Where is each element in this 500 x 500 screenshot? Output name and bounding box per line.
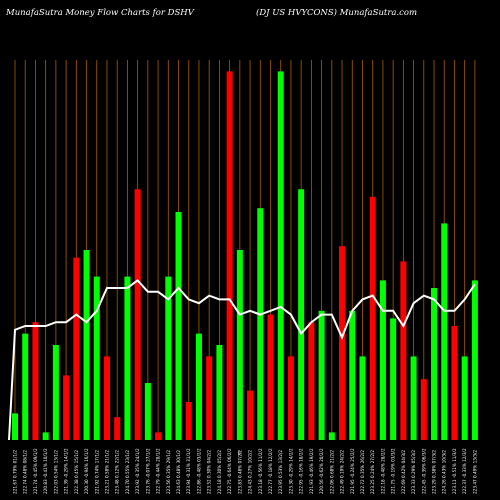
x-tick-label-41: 223.29 0.38% 07/3/2 (432, 450, 437, 494)
x-tick-label-42: 224.26 0.43% 10/3/2 (442, 450, 447, 494)
x-axis-labels: 221.67 0.79% 01/1/2 222.74 0.48% 08/1/2 22… (13, 448, 478, 494)
bar-1 (22, 333, 29, 440)
bar-15 (165, 276, 172, 440)
x-tick-label-23: 224.43 0.27% 10/2/2 (248, 450, 253, 494)
x-tick-label-12: 223.92 -0.35% 24/1/2 (135, 448, 140, 494)
bar-38 (400, 261, 407, 440)
x-tick-label-29: 221.93 -0.46% 19/2/2 (309, 448, 314, 494)
x-tick-label-21: 222.75 -0.64% 06/2/2 (227, 448, 232, 494)
x-tick-label-14: 222.79 -0.44% 28/1/2 (156, 448, 161, 494)
x-tick-label-31: 222.06 0.68% 21/2/2 (329, 450, 334, 494)
bar-8 (93, 276, 100, 440)
bar-21 (226, 71, 233, 441)
bar-16 (175, 212, 182, 440)
x-tick-label-43: 223.11 -0.51% 11/3/2 (452, 448, 457, 494)
x-tick-label-26: 223.95 0.53% 13/2/2 (278, 450, 283, 494)
chart-title: MunafaSutra Money Flow Charts for DSHV (6, 8, 194, 18)
x-tick-label-37: 221.75 -0.19% 03/3/2 (391, 448, 396, 494)
x-tick-label-4: 222.03 0.54% 13/1/2 (53, 450, 58, 494)
bar-34 (359, 356, 366, 440)
bar-22 (236, 250, 243, 440)
bar-28 (298, 189, 305, 440)
bar-5 (63, 375, 70, 440)
x-tick-label-36: 222.18 -0.48% 28/2/2 (380, 448, 385, 494)
x-tick-label-11: 224.70 0.55% 23/1/2 (125, 450, 130, 494)
bar-18 (195, 333, 202, 440)
x-tick-label-35: 223.25 0.24% 27/2/2 (370, 450, 375, 494)
bar-27 (287, 356, 294, 440)
x-tick-label-22: 223.83 0.48% 07/2/2 (237, 450, 242, 494)
x-tick-label-30: 220.56 -0.62% 20/2/2 (319, 448, 324, 494)
bar-40 (420, 379, 427, 440)
x-tick-label-32: 222.49 0.19% 24/2/2 (340, 450, 345, 494)
x-tick-label-44: 222.37 -0.33% 12/3/2 (462, 448, 467, 494)
bar-7 (83, 250, 90, 440)
bar-14 (155, 432, 162, 440)
x-tick-label-9: 223.21 0.58% 21/1/2 (104, 450, 109, 494)
price-line (8, 279, 476, 441)
x-tick-label-6: 222.38 0.45% 15/1/2 (74, 450, 79, 494)
bar-4 (52, 345, 59, 440)
x-tick-label-7: 220.30 -0.94% 16/1/2 (84, 448, 89, 494)
bar-36 (379, 280, 386, 440)
mid-label: 0 (238, 451, 241, 456)
x-tick-label-19: 223.52 0.30% 04/2/2 (207, 450, 212, 494)
bar-31 (328, 432, 335, 440)
bar-0 (12, 413, 18, 440)
x-tick-label-45: 223.47 0.49% 13/3/2 (472, 450, 477, 494)
bar-3 (42, 432, 49, 440)
bar-6 (73, 257, 80, 440)
x-tick-label-0: 221.67 0.79% 01/1/2 (13, 450, 18, 494)
bar-37 (390, 318, 397, 440)
x-tick-label-2: 221.74 -0.45% 09/1/2 (33, 448, 38, 494)
x-tick-label-13: 223.76 -0.07% 27/1/2 (145, 448, 150, 494)
x-tick-label-16: 224.63 0.48% 30/1/2 (176, 450, 181, 494)
bar-17 (185, 402, 192, 440)
bar-45 (471, 280, 478, 440)
bar-9 (103, 356, 110, 440)
bar-44 (461, 356, 468, 440)
bar-19 (206, 356, 213, 440)
bar-26 (277, 71, 284, 441)
bar-32 (339, 246, 346, 440)
x-tick-label-8: 221.92 0.74% 17/1/2 (94, 450, 99, 494)
chart-subtitle: (DJ US HVYCONS) MunafaSutra.com (256, 8, 418, 18)
bar-42 (441, 223, 448, 440)
bar-20 (216, 345, 223, 440)
x-tick-label-18: 222.86 -0.48% 03/2/2 (196, 448, 201, 494)
x-tick-label-17: 223.94 -0.31% 31/1/2 (186, 448, 191, 494)
bar-41 (431, 288, 438, 440)
bar-13 (144, 383, 151, 440)
bar-35 (369, 196, 376, 440)
bar-2 (32, 322, 39, 440)
bar-30 (318, 310, 325, 440)
x-tick-label-24: 223.18 -0.56% 11/2/2 (258, 448, 263, 494)
x-tick-label-33: 221.95 -0.24% 25/2/2 (350, 448, 355, 494)
bar-11 (124, 276, 131, 440)
x-tick-label-25: 222.77 -0.18% 12/2/2 (268, 448, 273, 494)
x-tick-label-1: 222.74 0.48% 08/1/2 (23, 450, 28, 494)
bar-29 (308, 322, 315, 440)
bar-12 (134, 189, 141, 440)
bar-23 (247, 390, 254, 440)
x-tick-label-40: 222.45 -0.39% 06/3/2 (421, 448, 426, 494)
x-tick-label-39: 223.33 0.29% 05/3/2 (411, 450, 416, 494)
x-tick-label-38: 222.69 0.42% 04/3/2 (401, 450, 406, 494)
bar-25 (267, 314, 274, 440)
x-tick-label-27: 223.30 -0.29% 14/2/2 (288, 448, 293, 494)
x-tick-label-28: 222.95 -0.16% 18/2/2 (299, 448, 304, 494)
x-tick-label-3: 220.83 -0.41% 10/1/2 (43, 448, 48, 494)
x-tick-label-10: 223.48 0.12% 22/1/2 (115, 450, 120, 494)
x-tick-label-20: 224.18 0.30% 05/2/2 (217, 450, 222, 494)
bar-43 (451, 326, 458, 440)
x-tick-label-34: 222.72 0.35% 26/2/2 (360, 450, 365, 494)
x-tick-label-5: 221.39 -0.29% 14/1/2 (64, 448, 69, 494)
x-tick-label-15: 223.56 0.35% 29/1/2 (166, 450, 171, 494)
bar-24 (257, 208, 264, 440)
bar-39 (410, 356, 417, 440)
money-flow-bars (12, 71, 478, 441)
bar-10 (114, 417, 121, 440)
bar-33 (349, 310, 356, 440)
